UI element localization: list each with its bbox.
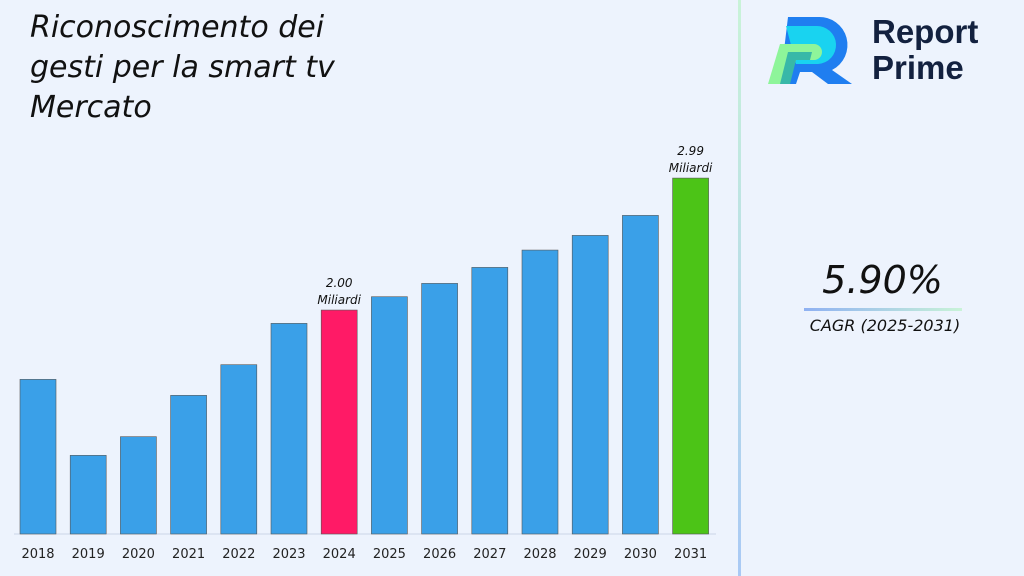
bar-2027: [471, 267, 509, 535]
bar-2023: [270, 323, 308, 535]
brand-name-line2: Prime: [872, 49, 964, 86]
bar-2026: [421, 283, 458, 535]
x-tick-label: 2026: [423, 547, 456, 562]
bar-2024: [320, 309, 358, 535]
data-label-value: 2.00: [326, 276, 353, 290]
cagr-label: CAGR (2025-2031): [809, 316, 961, 335]
bar-2029: [571, 235, 609, 535]
x-tick-label: 2031: [674, 547, 707, 562]
x-tick-label: 2019: [72, 547, 105, 562]
chart-title: Riconoscimento dei gesti per la smart tv…: [30, 10, 335, 125]
x-tick-label: 2028: [523, 547, 556, 562]
bar-2018: [19, 379, 57, 535]
x-tick-label: 2029: [574, 547, 607, 562]
bar-2022: [220, 364, 258, 535]
brand-name-line1: Report: [872, 13, 979, 50]
report-prime-logo-icon: [768, 16, 852, 84]
divider: [738, 0, 741, 576]
bar-2028: [521, 249, 559, 535]
data-label-value: 2.99: [677, 144, 704, 158]
bar-2025: [371, 296, 408, 535]
x-tick-label: 2023: [272, 547, 305, 562]
bar-2030: [622, 215, 659, 535]
bar-2020: [120, 436, 157, 535]
data-label-unit: Miliardi: [317, 293, 361, 307]
x-tick-label: 2030: [624, 547, 657, 562]
data-label-unit: Miliardi: [669, 161, 713, 175]
bar-2021: [170, 395, 207, 535]
x-tick-label: 2022: [222, 547, 255, 562]
cagr-value: 5.90%: [822, 258, 943, 302]
x-tick-label: 2027: [473, 547, 506, 562]
bar-2031: [672, 177, 709, 535]
brand-name: Report Prime: [872, 14, 978, 86]
bar-chart: 2018 2019 2020 2021 2022 2023 2024 2.00 Miliardi…: [14, 144, 716, 562]
bar-2019: [69, 455, 107, 535]
x-tick-label: 2020: [122, 547, 155, 562]
x-tick-label: 2025: [373, 547, 406, 562]
cagr-underline: [804, 308, 962, 311]
x-tick-label: 2024: [323, 547, 356, 562]
x-tick-label: 2021: [172, 547, 205, 562]
x-tick-label: 2018: [21, 547, 54, 562]
